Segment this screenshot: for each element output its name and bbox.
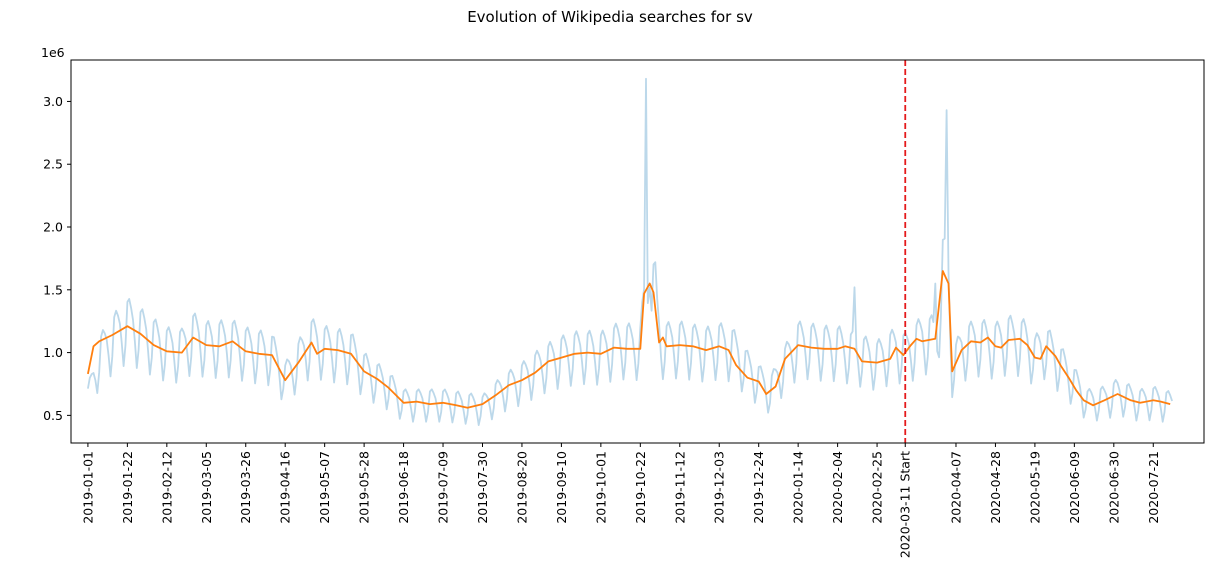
x-tick-label: 2020-07-21 xyxy=(1146,451,1161,524)
x-tick-label: 2020-03-11 Start xyxy=(898,451,913,558)
smoothed-series-line xyxy=(87,270,1171,409)
x-tick-label: 2019-10-22 xyxy=(633,451,648,524)
x-tick-label: 2019-09-10 xyxy=(554,451,569,524)
x-tick-label: 2019-01-01 xyxy=(80,451,95,524)
y-tick-label: 2.0 xyxy=(43,220,63,235)
x-tick-label: 2020-04-07 xyxy=(948,451,963,524)
x-tick-label: 2019-08-20 xyxy=(514,451,529,524)
y-offset-label: 1e6 xyxy=(41,45,65,60)
chart-title: Evolution of Wikipedia searches for sv xyxy=(467,8,753,26)
x-tick-label: 2019-11-12 xyxy=(672,451,687,524)
y-tick-label: 3.0 xyxy=(43,94,63,109)
x-axis: 2019-01-01 2019-01-22 2019-02-12 2019-03-05… xyxy=(80,443,1161,558)
y-tick-label: 2.5 xyxy=(43,157,63,172)
x-tick-label: 2019-05-07 xyxy=(317,451,332,524)
x-tick-label: 2019-04-16 xyxy=(278,451,293,524)
x-tick-label: 2019-06-18 xyxy=(396,451,411,524)
x-tick-label: 2019-10-01 xyxy=(593,451,608,524)
x-tick-label: 2020-06-09 xyxy=(1067,451,1082,524)
x-tick-label: 2019-02-12 xyxy=(159,451,174,524)
daily-series-line xyxy=(87,77,1173,426)
x-tick-label: 2019-07-30 xyxy=(475,451,490,524)
x-tick-label: 2019-05-28 xyxy=(357,451,372,524)
x-tick-label: 2020-02-04 xyxy=(830,451,845,524)
x-tick-label: 2020-05-19 xyxy=(1027,451,1042,524)
plot-frame xyxy=(70,59,1205,444)
x-tick-label: 2019-01-22 xyxy=(120,451,135,524)
x-tick-label: 2020-04-28 xyxy=(988,451,1003,524)
x-tick-label: 2020-01-14 xyxy=(791,451,806,524)
x-tick-label: 2019-03-05 xyxy=(199,451,214,524)
y-axis: 0.5 1.0 1.5 2.0 2.5 3.0 xyxy=(43,94,71,423)
x-tick-label: 2020-06-30 xyxy=(1106,451,1121,524)
x-tick-label: 2020-02-25 xyxy=(870,451,885,524)
x-tick-label: 2019-12-24 xyxy=(751,451,766,524)
y-tick-label: 1.0 xyxy=(43,345,63,360)
y-tick-label: 1.5 xyxy=(43,282,63,297)
series-layer xyxy=(87,77,1173,426)
y-tick-label: 0.5 xyxy=(43,408,63,423)
x-tick-label: 2019-12-03 xyxy=(712,451,727,524)
x-tick-label: 2019-07-09 xyxy=(436,451,451,524)
x-tick-label: 2019-03-26 xyxy=(238,451,253,524)
